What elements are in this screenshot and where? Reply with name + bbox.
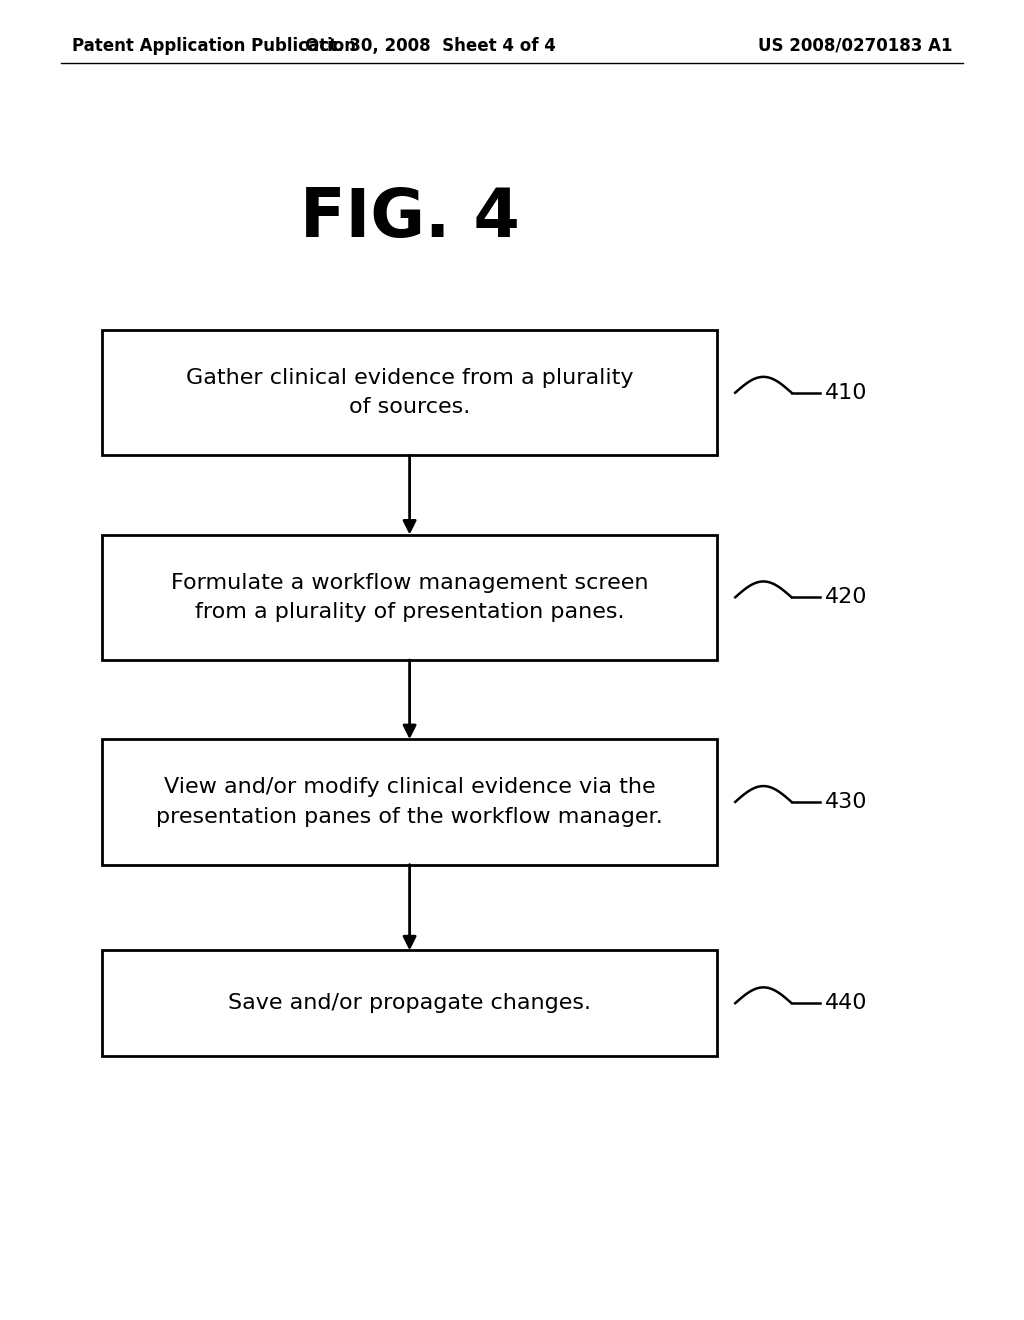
Text: US 2008/0270183 A1: US 2008/0270183 A1 (758, 37, 952, 55)
Bar (102, 950, 717, 1056)
Text: Oct. 30, 2008  Sheet 4 of 4: Oct. 30, 2008 Sheet 4 of 4 (305, 37, 555, 55)
Text: Save and/or propagate changes.: Save and/or propagate changes. (228, 993, 591, 1014)
Text: 430: 430 (825, 792, 868, 812)
Text: Patent Application Publication: Patent Application Publication (72, 37, 355, 55)
Text: Formulate a workflow management screen
from a plurality of presentation panes.: Formulate a workflow management screen f… (171, 573, 648, 622)
Text: View and/or modify clinical evidence via the
presentation panes of the workflow : View and/or modify clinical evidence via… (157, 777, 663, 826)
Text: FIG. 4: FIG. 4 (300, 185, 519, 251)
Text: 440: 440 (825, 993, 868, 1014)
Text: 420: 420 (825, 587, 868, 607)
Bar (102, 739, 717, 865)
Text: 410: 410 (825, 383, 868, 403)
Text: Gather clinical evidence from a plurality
of sources.: Gather clinical evidence from a pluralit… (185, 368, 634, 417)
Bar (102, 330, 717, 455)
Bar (102, 535, 717, 660)
